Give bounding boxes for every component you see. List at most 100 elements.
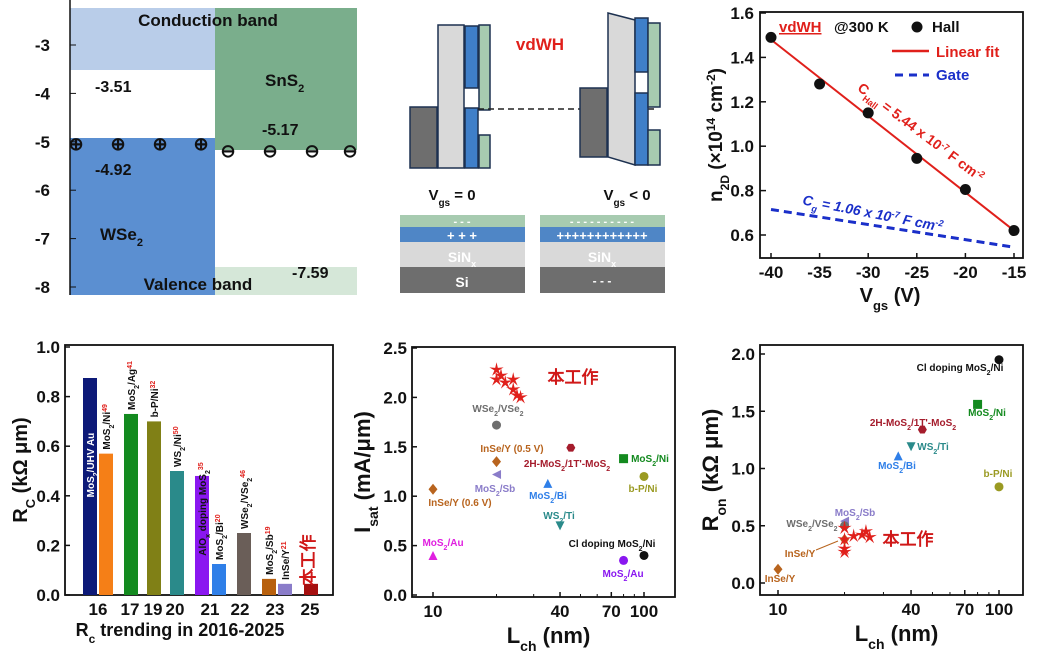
data-point-label: 2H-MoS2/1T'-MoS2 xyxy=(870,418,956,432)
hole-icon: ⊕ xyxy=(110,134,125,154)
this-work-label: 本工作 xyxy=(548,367,599,387)
y-axis-label: Isat (mA/μm) xyxy=(350,411,381,533)
negative-charges: - - - xyxy=(593,274,612,288)
electron-icon: ⊖ xyxy=(262,141,277,161)
x-tick-label: 70 xyxy=(955,600,974,619)
data-point-label: InSe/Y (0.5 V) xyxy=(480,444,543,455)
x-tick-label: -25 xyxy=(905,263,930,282)
this-work-point xyxy=(837,544,852,559)
x-tick-label: 17 xyxy=(121,600,140,619)
wse2-conduction-band xyxy=(70,8,215,70)
y-tick-label: 2.0 xyxy=(731,345,755,364)
this-work-point xyxy=(854,527,870,541)
sns2-vb-value: -7.59 xyxy=(292,265,329,282)
rc-bar xyxy=(304,583,318,595)
y-tick-label: 1.5 xyxy=(383,438,407,457)
sns2-block xyxy=(478,24,491,111)
y-axis-label: RC (kΩ μm) xyxy=(10,417,38,522)
this-work-point xyxy=(509,387,525,402)
stack-sns2 xyxy=(540,215,665,227)
data-point xyxy=(492,469,502,479)
scatter-plot-frame xyxy=(759,344,1024,596)
y-tick-label: 0.5 xyxy=(731,517,755,536)
wse2-cb-value: -3.51 xyxy=(95,79,132,96)
x-tick-label: 21 xyxy=(201,600,220,619)
data-point-label: MoS2/Au xyxy=(602,569,643,583)
si-gate-block xyxy=(579,87,608,158)
electron-icon: ⊖ xyxy=(342,141,357,161)
y-tick-label: 1.0 xyxy=(383,487,407,506)
data-point-label: MoS2/Sb xyxy=(475,484,516,498)
rc-bar xyxy=(237,533,251,595)
band-y-tick: -5 xyxy=(35,133,50,152)
y-tick-label: 0.0 xyxy=(383,586,407,605)
band-y-tick: -4 xyxy=(35,84,51,103)
data-point-label: b-P/Ni xyxy=(984,469,1013,480)
rc-bar xyxy=(262,578,276,595)
stack-sns2 xyxy=(400,215,525,227)
x-tick-label: 19 xyxy=(144,600,163,619)
data-point-label: InSe/Y (0.6 V) xyxy=(428,498,491,509)
data-point xyxy=(994,482,1004,492)
data-point xyxy=(566,443,576,452)
this-work-point xyxy=(506,381,521,396)
rc-bar xyxy=(124,413,138,595)
wse2-block xyxy=(634,92,649,166)
wse2-block xyxy=(464,25,479,89)
bar-label: WSe2/VSe246 xyxy=(240,470,254,529)
y-tick-label: 1.0 xyxy=(36,338,60,357)
data-point xyxy=(917,425,927,434)
positive-charges: + + + xyxy=(447,228,477,243)
rc-bar xyxy=(170,471,184,595)
x-axis-label: Rc trending in 2016-2025 xyxy=(76,620,285,646)
hole-icon: ⊕ xyxy=(68,134,83,154)
rc-bar xyxy=(147,421,161,595)
bar-label: WS2/Ni50 xyxy=(173,426,187,467)
negative-charges: - - - - - - - - - - xyxy=(570,216,634,228)
x-tick-label: 22 xyxy=(231,600,250,619)
y-tick-label: 1.0 xyxy=(730,137,754,156)
data-point xyxy=(619,555,629,565)
hall-data-point xyxy=(959,183,971,195)
y-tick-label: 1.0 xyxy=(731,460,755,479)
data-point xyxy=(492,456,502,468)
linear-fit-line xyxy=(770,38,1015,232)
bar-label: MoS2/UHV Au xyxy=(86,433,100,498)
data-point-label: MoS2/Ni xyxy=(968,408,1006,422)
y-tick-label: 0.0 xyxy=(731,574,755,593)
x-tick-label: 10 xyxy=(769,600,788,619)
data-point-label: WSe2/VSe2 xyxy=(472,404,523,418)
vdwh-schematic-panel xyxy=(400,12,665,293)
si-label: Si xyxy=(455,274,468,290)
bar-label: MoS2/Ag41 xyxy=(127,361,141,410)
y-tick-label: 2.0 xyxy=(383,388,407,407)
data-point xyxy=(492,420,502,430)
sinx-block xyxy=(607,12,636,167)
x-tick-label: -20 xyxy=(953,263,978,282)
sinx-label: SiNx xyxy=(588,249,616,269)
data-point-label: InSe/Y xyxy=(765,574,796,585)
right-caption: Vgs < 0 xyxy=(603,187,650,209)
y-tick-label: 0.2 xyxy=(36,536,60,555)
nd-plot-frame xyxy=(759,11,1024,259)
x-tick-label: 16 xyxy=(89,600,108,619)
this-work-point xyxy=(493,368,509,382)
wse2-label: WSe2 xyxy=(100,225,143,249)
data-point-label: WS2/Ti xyxy=(917,442,949,456)
band-y-tick: -7 xyxy=(35,230,50,249)
data-point-label: InSe/Y xyxy=(785,549,816,560)
rc-bar xyxy=(278,583,292,595)
data-point xyxy=(906,442,916,452)
band-y-tick: -3 xyxy=(35,36,50,55)
data-point-label: MoS2/Bi xyxy=(529,491,567,505)
data-point-label: WS2/Ti xyxy=(543,511,575,525)
conduction-band-label: Conduction band xyxy=(138,11,278,30)
x-tick-label: 10 xyxy=(424,602,443,621)
this-work-point xyxy=(513,389,528,404)
y-tick-label: 0.0 xyxy=(36,586,60,605)
x-tick-label: 40 xyxy=(551,602,570,621)
y-tick-label: 1.6 xyxy=(730,4,754,23)
this-work-point xyxy=(489,372,504,386)
legend-hall-marker xyxy=(911,21,923,33)
